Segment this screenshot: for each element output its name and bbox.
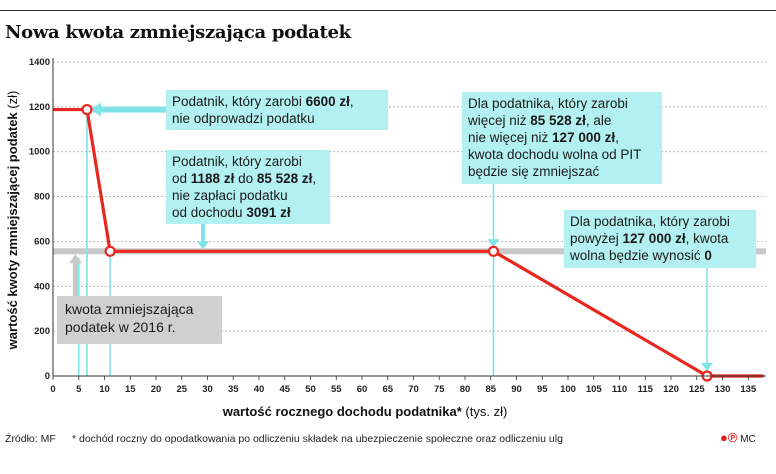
x-tick-label: 35 <box>228 384 239 395</box>
x-tick-label: 10 <box>99 384 110 395</box>
y-tick-label: 400 <box>34 281 50 292</box>
series-point <box>104 245 116 257</box>
x-tick-label: 40 <box>254 384 265 395</box>
x-tick-label: 85 <box>485 384 496 395</box>
series-point <box>81 103 93 116</box>
callout-decreasing: Dla podatnika, który zarobi więcej niż 8… <box>462 92 662 184</box>
arrowhead-127000 <box>701 363 714 371</box>
x-tick-label: 15 <box>125 384 136 395</box>
x-tick-label: 130 <box>715 384 731 395</box>
x-tick-label: 50 <box>305 384 316 395</box>
arrow-2016 <box>73 261 78 296</box>
x-tick-label: 60 <box>357 384 368 395</box>
callout-zero: Dla podatnika, który zarobi powyżej 127 … <box>564 210 756 268</box>
x-tick-label: 55 <box>331 384 342 395</box>
callout-2016: kwota zmniejszająca podatek w 2016 r. <box>57 296 222 344</box>
x-tick-label: 45 <box>279 384 290 395</box>
arrow-6600 <box>92 106 166 113</box>
axes <box>52 58 766 380</box>
chart-title: Nowa kwota zmniejszająca podatek <box>5 22 351 43</box>
callout-1188-85528: Podatnik, który zarobi od 1188 zł do 85 … <box>166 150 330 224</box>
x-tick-label: 120 <box>663 384 679 395</box>
x-tick-label: 125 <box>689 384 706 395</box>
arrowhead-flat <box>197 241 209 250</box>
x-tick-label: 70 <box>408 384 419 395</box>
arrowhead-85528 <box>487 239 500 248</box>
x-tick-label: 110 <box>612 384 627 395</box>
x-tick-label: 5 <box>76 384 82 395</box>
top-rule <box>0 10 776 11</box>
brand-logo-icon: ●℗ <box>720 430 738 445</box>
footnote: * dochód roczny do opodatkowania po odli… <box>72 433 563 445</box>
tick-labels: 0 200 400 600 800 1000 1200 1400 0 5 10 15 20 25 30 35 4… <box>29 57 757 395</box>
y-tick-label: 1200 <box>29 102 50 113</box>
arrowhead-2016 <box>69 254 82 264</box>
callout-6600: Podatnik, który zarobi 6600 zł, nie odpr… <box>166 90 388 130</box>
x-tick-label: 105 <box>586 384 603 395</box>
y-tick-label: 0 <box>45 371 50 382</box>
arrowhead-6600 <box>90 102 101 117</box>
y-tick-label: 200 <box>34 326 50 337</box>
x-tick-label: 80 <box>460 384 471 395</box>
x-tick-label: 115 <box>638 384 654 395</box>
x-tick-label: 135 <box>740 384 757 395</box>
x-tick-label: 20 <box>151 384 162 395</box>
y-axis-label: wartość kwoty zmniejszającej podatek (zł… <box>5 91 20 351</box>
x-tick-label: 30 <box>202 384 213 395</box>
source-note: Źródło: MF <box>5 433 56 445</box>
callout-arrows <box>69 102 714 371</box>
x-tick-label: 95 <box>537 384 548 395</box>
y-tick-label: 800 <box>34 192 50 203</box>
brand-mark: ●℗ MC <box>720 430 756 445</box>
x-tick-label: 0 <box>50 384 55 395</box>
arrow-flat <box>201 224 205 246</box>
x-tick-label: 90 <box>511 384 522 395</box>
y-tick-label: 1400 <box>29 57 50 68</box>
x-tick-label: 25 <box>176 384 187 395</box>
x-tick-label: 75 <box>434 384 445 395</box>
x-tick-label: 65 <box>382 384 393 395</box>
x-tick-label: 100 <box>560 384 576 395</box>
x-axis-label: wartość rocznego dochodu podatnika* (tys… <box>222 404 508 419</box>
series-point <box>487 245 500 257</box>
y-tick-label: 1000 <box>29 147 50 158</box>
y-tick-label: 600 <box>34 236 50 247</box>
